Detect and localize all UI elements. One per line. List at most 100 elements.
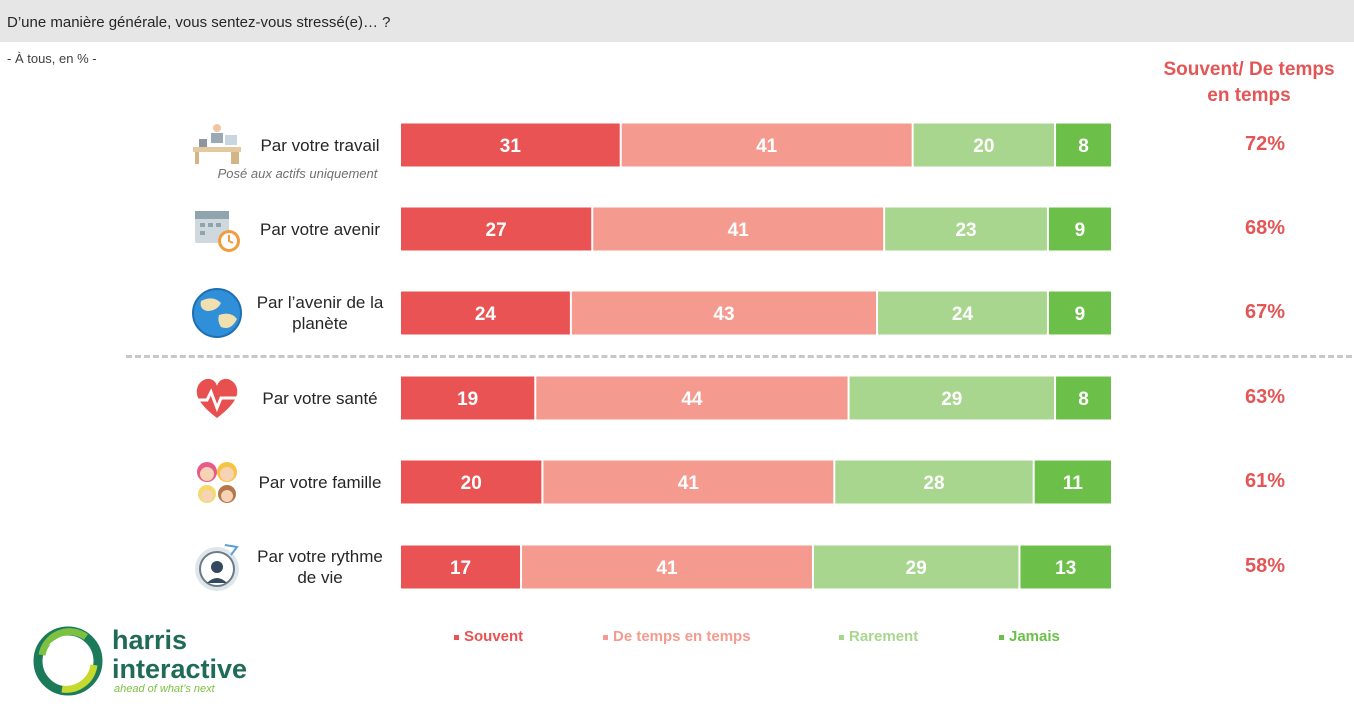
row-total: 67% — [1244, 301, 1286, 323]
harris-logo-mark-icon — [33, 626, 103, 696]
calendar-clock-icon — [191, 203, 243, 255]
row-total: 68% — [1244, 217, 1286, 239]
heart-pulse-icon — [191, 372, 243, 424]
row-label-line: Par votre famille — [258, 472, 382, 492]
legend-item: Jamais — [999, 628, 1060, 645]
bar-segment-rarement — [913, 123, 1055, 167]
bar-segment-souvent — [401, 291, 570, 335]
legend-label: Rarement — [849, 628, 919, 645]
bar-segment-souvent — [401, 207, 592, 251]
chart-title: D’une manière générale, vous sentez-vous… — [7, 14, 391, 31]
bar-value-label: 41 — [656, 558, 678, 579]
bar-value-label: 41 — [678, 473, 700, 494]
bar-segment-rarement — [885, 207, 1047, 251]
chart-subtitle: - À tous, en % - — [7, 51, 97, 66]
row-label: Par l’avenir de la planète — [244, 292, 396, 334]
bar-value-label: 24 — [952, 304, 974, 325]
bar-segment-de-temps-en-temps — [543, 460, 834, 504]
bar-value-label: 20 — [461, 473, 482, 494]
total-header-line2: en temps — [1207, 85, 1291, 106]
harris-logo: harris interactive ahead of what’s next — [32, 625, 282, 697]
row-note: Posé aux actifs uniquement — [217, 166, 378, 181]
bar-value-label: 41 — [756, 136, 778, 157]
row-total: 58% — [1244, 555, 1286, 577]
bar-segment-rarement — [849, 376, 1055, 420]
bar-segment-de-temps-en-temps — [621, 123, 912, 167]
logo-word-interactive: interactive — [112, 654, 248, 684]
bar-segment-rarement — [813, 545, 1019, 589]
legend-label: Souvent — [464, 628, 524, 645]
bar-segment-jamais — [1056, 376, 1111, 420]
row-label-line: de vie — [297, 568, 343, 587]
globe-icon — [191, 287, 243, 339]
bar-segment-jamais — [1056, 123, 1111, 167]
legend-swatch — [603, 634, 608, 640]
bar-segment-souvent — [401, 376, 535, 420]
legend-label: De temps en temps — [613, 628, 751, 645]
bar-value-label: 9 — [1075, 304, 1086, 325]
bar-segment-jamais — [1034, 460, 1111, 504]
bar-segment-de-temps-en-temps — [522, 545, 812, 589]
row-label: Par votre avenir — [244, 219, 396, 240]
row-label: Par votre santé — [244, 388, 396, 409]
row-label: Par votre travail — [244, 135, 396, 156]
bar-segment-de-temps-en-temps — [536, 376, 848, 420]
bar-value-label: 9 — [1075, 220, 1086, 241]
bar-value-label: 41 — [728, 220, 750, 241]
bar-value-label: 29 — [941, 389, 962, 410]
bar-value-label: 31 — [500, 136, 522, 157]
bar-segment-jamais — [1020, 545, 1111, 589]
row-total: 72% — [1244, 133, 1286, 155]
bar-value-label: 13 — [1055, 558, 1076, 579]
row-label-line: Par votre travail — [260, 135, 380, 155]
row-total: 61% — [1244, 470, 1286, 492]
bar-value-label: 17 — [450, 558, 471, 579]
bar-value-label: 24 — [475, 304, 497, 325]
bar-value-label: 29 — [906, 558, 927, 579]
bar-segment-jamais — [1048, 291, 1111, 335]
legend-item: Rarement — [839, 628, 918, 645]
bar-value-label: 19 — [457, 389, 478, 410]
bar-segment-rarement — [878, 291, 1047, 335]
legend-label: Jamais — [1009, 628, 1060, 645]
bar-value-label: 11 — [1063, 473, 1084, 494]
row-label: Par votre rythme de vie — [244, 546, 396, 588]
bar-value-label: 28 — [923, 473, 944, 494]
total-column-header: Souvent/ De temps en temps — [1148, 57, 1350, 109]
logo-word-harris: harris — [112, 625, 188, 655]
row-label-line: Par votre santé — [262, 388, 378, 408]
bar-value-label: 27 — [486, 220, 507, 241]
legend-item: Souvent — [454, 628, 523, 645]
title-bar: D’une manière générale, vous sentez-vous… — [0, 0, 1354, 42]
bar-value-label: 8 — [1078, 136, 1089, 157]
row-total: 63% — [1244, 386, 1286, 408]
legend-swatch — [999, 634, 1004, 640]
row-label-line: Par votre avenir — [260, 219, 380, 239]
row-label-line: planète — [292, 314, 348, 333]
bar-segment-souvent — [401, 545, 521, 589]
row-label-line: Par votre rythme — [257, 547, 383, 566]
logo-tagline: ahead of what’s next — [114, 683, 215, 695]
section-divider — [126, 355, 1352, 358]
legend-item: De temps en temps — [603, 628, 751, 645]
family-icon — [191, 456, 243, 508]
bar-value-label: 8 — [1078, 389, 1089, 410]
office-desk-icon — [191, 119, 243, 171]
row-label-line: Par l’avenir de la — [256, 293, 384, 312]
clock-person-icon — [191, 541, 243, 593]
legend-swatch — [839, 634, 844, 640]
legend-swatch — [454, 634, 459, 640]
row-label: Par votre famille — [244, 472, 396, 493]
bar-value-label: 20 — [973, 136, 994, 157]
bar-segment-souvent — [401, 460, 542, 504]
bar-value-label: 23 — [955, 220, 976, 241]
bar-segment-rarement — [835, 460, 1033, 504]
bar-segment-jamais — [1048, 207, 1111, 251]
bar-segment-souvent — [401, 123, 620, 167]
bar-value-label: 44 — [681, 389, 703, 410]
bar-value-label: 43 — [713, 304, 734, 325]
bar-segment-de-temps-en-temps — [593, 207, 884, 251]
bar-segment-de-temps-en-temps — [571, 291, 877, 335]
total-header-line1: Souvent/ De temps — [1163, 59, 1335, 80]
